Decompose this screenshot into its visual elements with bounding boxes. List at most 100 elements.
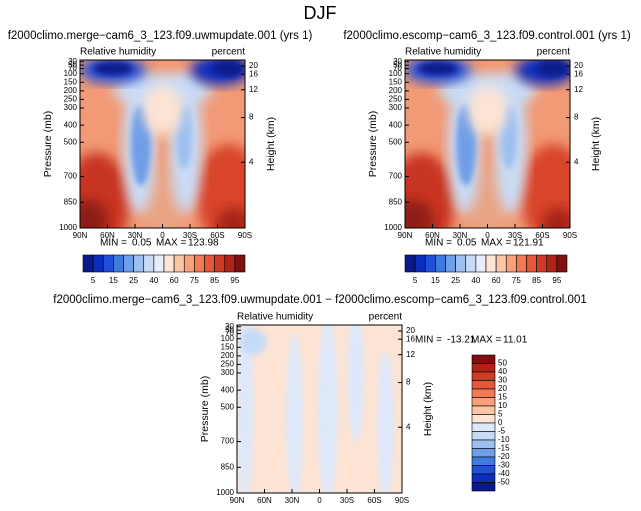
colorbar-label: 15: [498, 393, 507, 402]
x-tick-label: 90S: [563, 231, 577, 240]
colorbar-label: 75: [512, 276, 521, 285]
colorbar-box: [465, 254, 477, 273]
colorbar-label: 85: [532, 276, 541, 285]
contour-fill: [317, 325, 338, 493]
x-tick-label: 60S: [367, 496, 381, 505]
colorbar-box: [471, 371, 496, 381]
y-tick-label: 1000: [216, 488, 234, 497]
y-tick-label: 70: [225, 329, 234, 338]
y-tick-label: 400: [64, 120, 78, 129]
y-tick-label: 200: [221, 351, 235, 360]
right-label: percent: [212, 47, 246, 58]
min-label: MIN =: [100, 238, 127, 249]
contour-plot: [405, 60, 570, 228]
y-tick-label: 50: [68, 60, 77, 69]
colorbar-box: [455, 254, 467, 273]
colorbar-box: [173, 254, 185, 273]
colorbar-label: 40: [149, 276, 158, 285]
colorbar-label: -40: [498, 469, 510, 478]
colorbar-box: [153, 254, 165, 273]
colorbar-box: [536, 254, 548, 273]
x-tick-label: 90N: [230, 496, 245, 505]
y-tick-label: 50: [393, 60, 402, 69]
contour-fill: [286, 333, 303, 493]
y-tick-label: 300: [64, 103, 78, 112]
colorbar-box: [471, 431, 496, 441]
contour-plot: [237, 325, 402, 493]
colorbar-label: 0: [498, 418, 503, 427]
x-tick-label: 90S: [238, 231, 252, 240]
colorbar-label: 5: [498, 410, 503, 419]
colorbar-box: [485, 254, 497, 273]
y-tick-label: 500: [64, 137, 78, 146]
colorbar-label: 25: [451, 276, 460, 285]
y2-tick-label: 20: [249, 61, 258, 70]
y-tick-label: 200: [64, 86, 78, 95]
y-tick-label: 850: [64, 197, 78, 206]
x-tick-label: 90S: [395, 496, 409, 505]
y2-tick-label: 20: [574, 61, 583, 70]
colorbar-label: 60: [492, 276, 501, 285]
y-tick-label: 150: [389, 77, 403, 86]
colorbar-box: [133, 254, 145, 273]
colorbar-label: 20: [498, 384, 507, 393]
colorbar-label: 10: [498, 401, 507, 410]
colorbar-box: [404, 254, 416, 273]
colorbar-box: [445, 254, 456, 273]
colorbar-label: 15: [431, 276, 440, 285]
colorbar-box: [163, 254, 175, 273]
y-tick-label: 100: [64, 69, 78, 78]
left-label: Relative humidity: [405, 47, 481, 58]
colorbar-box: [475, 254, 487, 273]
y-tick-label: 70: [393, 64, 402, 73]
y-axis-label: Pressure (mb): [42, 111, 54, 178]
colorbar-label: 60: [170, 276, 179, 285]
colorbar-box: [471, 354, 496, 364]
y-tick-label: 50: [225, 325, 234, 334]
y2-tick-label: 4: [249, 157, 254, 166]
colorbar-box: [556, 254, 568, 273]
colorbar-box: [471, 397, 496, 407]
colorbar-box: [82, 254, 94, 273]
contour-plot: [80, 60, 245, 228]
min: 0.05: [132, 238, 152, 249]
x-tick-label: 30N: [285, 496, 300, 505]
colorbar-box: [505, 254, 517, 273]
colorbar-box: [143, 254, 155, 273]
contour-fill: [212, 60, 245, 77]
y-tick-label: 30: [68, 57, 77, 66]
y-tick-label: 150: [64, 77, 78, 86]
x-tick-label: 0: [317, 496, 322, 505]
y-tick-label: 1000: [59, 223, 77, 232]
contour-fill: [195, 144, 245, 228]
contour-fill: [347, 325, 365, 443]
x-tick-label: 0: [485, 231, 490, 240]
colorbar-label: 95: [230, 276, 239, 285]
y-tick-label: 30: [225, 322, 234, 331]
y-tick-label: 500: [389, 137, 403, 146]
colorbar-label: 40: [498, 367, 507, 376]
colorbar-label: -15: [498, 444, 510, 453]
colorbar-box: [414, 254, 426, 273]
right-label: percent: [537, 47, 571, 58]
contour-fill: [240, 328, 267, 356]
y2-tick-label: 12: [249, 85, 258, 94]
y2-tick-label: 12: [574, 85, 583, 94]
colorbar-box: [471, 482, 496, 492]
y2-tick-label: 16: [574, 69, 583, 78]
x-tick-label: 60S: [535, 231, 549, 240]
y2-tick-label: 20: [406, 326, 415, 335]
contour-fill: [418, 61, 458, 76]
colorbar-box: [204, 254, 215, 273]
y-tick-label: 400: [221, 385, 235, 394]
max-label: MAX =: [471, 335, 501, 346]
colorbar-label: 25: [129, 276, 138, 285]
y2-tick-label: 12: [406, 350, 415, 359]
y-tick-label: 70: [68, 64, 77, 73]
x-tick-label: 30N: [128, 231, 143, 240]
colorbar-label: -10: [498, 435, 510, 444]
y-tick-label: 1000: [384, 223, 402, 232]
panel-title: f2000climo.merge−cam6_3_123.f09.uwmupdat…: [8, 30, 313, 42]
colorbar-box: [234, 254, 246, 273]
x-tick-label: 60N: [100, 231, 115, 240]
